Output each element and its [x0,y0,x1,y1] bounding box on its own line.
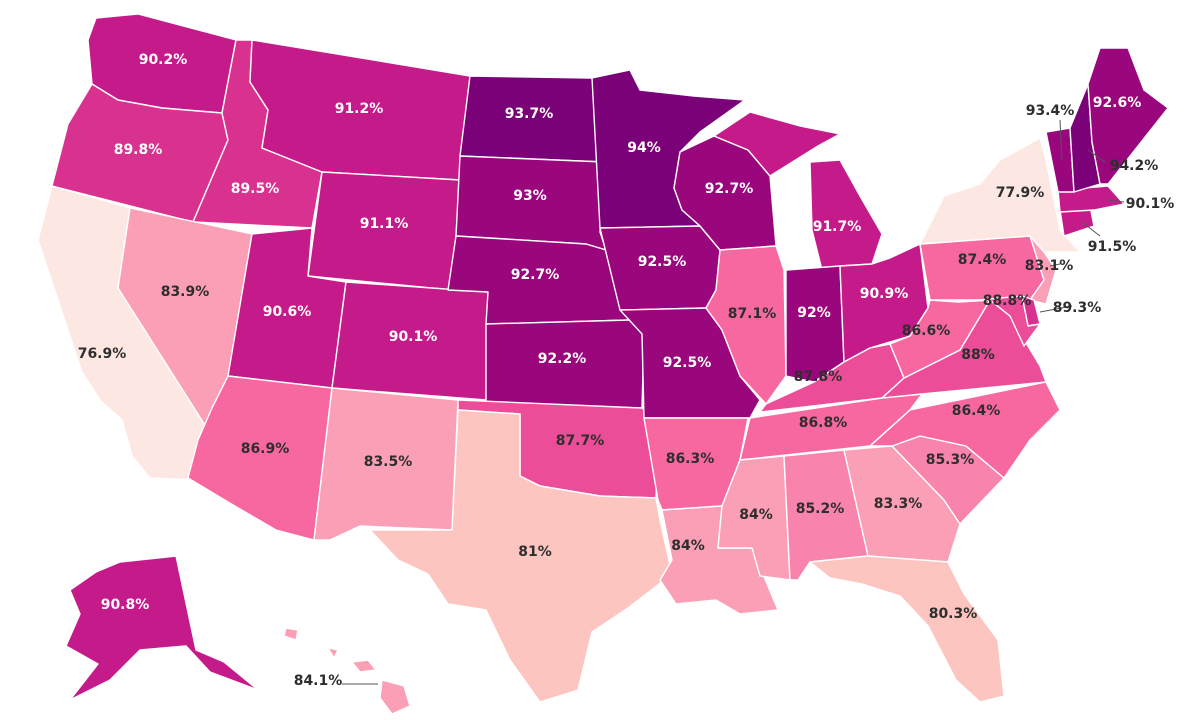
state-label-wa: 90.2% [139,52,188,68]
state-label-al: 85.2% [796,501,845,517]
state-label-ma: 90.1% [1126,196,1175,212]
state-fl[interactable] [809,555,1005,703]
state-label-mn: 94% [627,140,661,156]
state-label-or: 89.8% [114,142,163,158]
state-label-wi: 92.7% [705,181,754,197]
leader-line-de [1039,305,1073,313]
state-label-va: 88% [961,347,995,363]
leader-line-nh [1087,149,1106,163]
leader-line-vt [1059,119,1063,161]
state-label-nj: 83.1% [1025,258,1074,274]
state-label-md: 88.8% [983,293,1032,309]
state-label-in: 92% [797,305,831,321]
state-label-id: 89.5% [231,181,280,197]
state-label-ak: 90.8% [101,597,150,613]
state-label-co: 90.1% [389,329,438,345]
state-label-ar: 86.3% [666,451,715,467]
state-in[interactable] [785,265,845,383]
state-tx[interactable] [369,409,673,703]
state-labels: 90.2% 89.8% 76.9% 89.5% 83.9% 91.2% 91.1% 90.6%… [78,52,1175,689]
state-nc[interactable] [869,381,1061,479]
state-md[interactable] [957,295,1041,347]
state-label-ut: 90.6% [263,304,312,320]
state-label-wy: 91.1% [360,216,409,232]
state-label-ct: 91.5% [1088,239,1137,255]
state-label-nm: 83.5% [364,454,413,470]
leader-line-ct [1081,221,1101,237]
state-label-tn: 86.8% [799,415,848,431]
state-label-hi: 84.1% [294,673,343,689]
state-label-vt: 93.4% [1026,103,1075,119]
state-label-oh: 90.9% [860,286,909,302]
state-label-de: 89.3% [1053,300,1102,316]
state-label-ms: 84% [739,507,773,523]
state-label-nc: 86.4% [952,403,1001,419]
state-label-ks: 92.2% [538,351,587,367]
state-label-nv: 83.9% [161,284,210,300]
state-label-ia: 92.5% [638,254,687,270]
state-label-mi: 91.7% [813,219,862,235]
state-me[interactable] [1087,47,1169,185]
state-label-ky: 87.8% [794,369,843,385]
state-ak[interactable] [65,555,259,701]
state-label-ne: 92.7% [511,267,560,283]
state-label-il: 87.1% [728,306,777,322]
leader-line-ma [1107,199,1125,203]
state-label-mt: 91.2% [335,101,384,117]
state-label-nh: 94.2% [1110,158,1159,174]
state-label-az: 86.9% [241,441,290,457]
state-label-tx: 81% [518,544,552,560]
state-shapes [37,13,1169,715]
state-label-la: 84% [671,538,705,554]
state-label-ok: 87.7% [556,433,605,449]
state-label-ca: 76.9% [78,346,127,362]
state-label-wv: 86.6% [902,323,951,339]
state-ny[interactable] [919,137,1081,253]
state-label-nd: 93.7% [505,106,554,122]
state-nj[interactable] [1029,235,1057,305]
leader-lines [342,119,1125,685]
state-label-pa: 87.4% [958,252,1007,268]
state-label-sc: 85.3% [926,452,975,468]
state-label-me: 92.6% [1093,95,1142,111]
state-label-fl: 80.3% [929,606,978,622]
state-label-sd: 93% [513,188,547,204]
state-label-ga: 83.3% [874,496,923,512]
state-label-ny: 77.9% [996,185,1045,201]
leader-line-nj [1049,263,1061,267]
state-il[interactable] [705,245,787,405]
state-hi[interactable] [283,627,411,715]
state-label-mo: 92.5% [663,355,712,371]
